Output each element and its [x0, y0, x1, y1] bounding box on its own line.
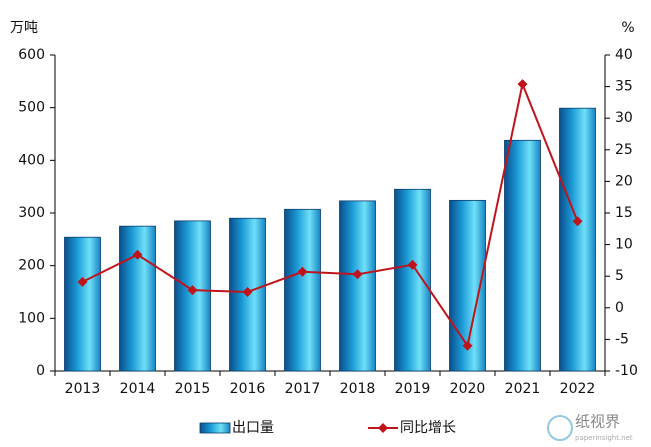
- bar: [64, 236, 101, 372]
- line-marker: [77, 276, 88, 287]
- line-marker: [572, 216, 583, 227]
- y2-tick-label: 5: [615, 268, 624, 284]
- y-tick-label: 100: [18, 310, 45, 326]
- y2-tick-label: 15: [615, 205, 633, 221]
- x-tick-label: 2014: [120, 381, 156, 397]
- x-tick-label: 2016: [230, 381, 266, 397]
- line-marker: [242, 287, 253, 297]
- bar: [174, 220, 211, 372]
- y2-tick-label: -10: [615, 363, 638, 379]
- line-marker: [407, 259, 418, 270]
- y2-tick-label: 40: [615, 47, 633, 63]
- legend-label: 同比增长: [400, 420, 456, 436]
- y2-tick-label: 10: [615, 237, 633, 253]
- y2-tick-label: 35: [615, 79, 633, 95]
- line: [82, 80, 579, 349]
- x-tick-label: 2022: [560, 381, 596, 397]
- watermark-icon: [547, 415, 573, 441]
- y2-tick-label: 0: [615, 300, 624, 316]
- x-tick-label: 2018: [340, 381, 376, 397]
- line-marker: [132, 249, 143, 260]
- y-tick-label: 500: [18, 100, 45, 116]
- legend-label: 出口量: [232, 420, 274, 436]
- y-tick-label: 200: [18, 258, 45, 274]
- watermark-url: paperinsight.net: [575, 434, 633, 442]
- bar: [339, 200, 376, 372]
- y2-axis-label: %: [621, 20, 634, 36]
- y-tick-label: 600: [18, 47, 45, 63]
- y-tick-label: 300: [18, 205, 45, 221]
- y-tick-label: 0: [36, 363, 45, 379]
- y2-tick-label: 20: [615, 173, 633, 189]
- legend-marker: [378, 423, 388, 433]
- line-marker: [352, 269, 363, 280]
- watermark: 纸视界 paperinsight.net: [547, 413, 633, 442]
- y-tick-label: 400: [18, 152, 45, 168]
- x-tick-label: 2013: [65, 381, 101, 397]
- bar: [394, 188, 431, 372]
- y2-tick-label: -5: [615, 331, 629, 347]
- bar: [504, 139, 541, 372]
- line-marker: [517, 79, 528, 90]
- x-tick-label: 2021: [505, 381, 541, 397]
- watermark-text: 纸视界: [575, 413, 620, 431]
- bar: [559, 107, 596, 372]
- y2-tick-label: 30: [615, 110, 633, 126]
- bar: [119, 225, 156, 372]
- y2-tick-label: 25: [615, 142, 633, 158]
- x-tick-label: 2019: [395, 381, 431, 397]
- bar: [284, 208, 321, 372]
- x-tick-label: 2015: [175, 381, 211, 397]
- x-tick-label: 2020: [450, 381, 486, 397]
- y-axis-label: 万吨: [10, 20, 38, 36]
- line-marker: [297, 266, 308, 277]
- line-marker: [187, 285, 198, 296]
- legend-swatch: [199, 422, 231, 434]
- line-marker: [462, 340, 473, 351]
- x-tick-label: 2017: [285, 381, 321, 397]
